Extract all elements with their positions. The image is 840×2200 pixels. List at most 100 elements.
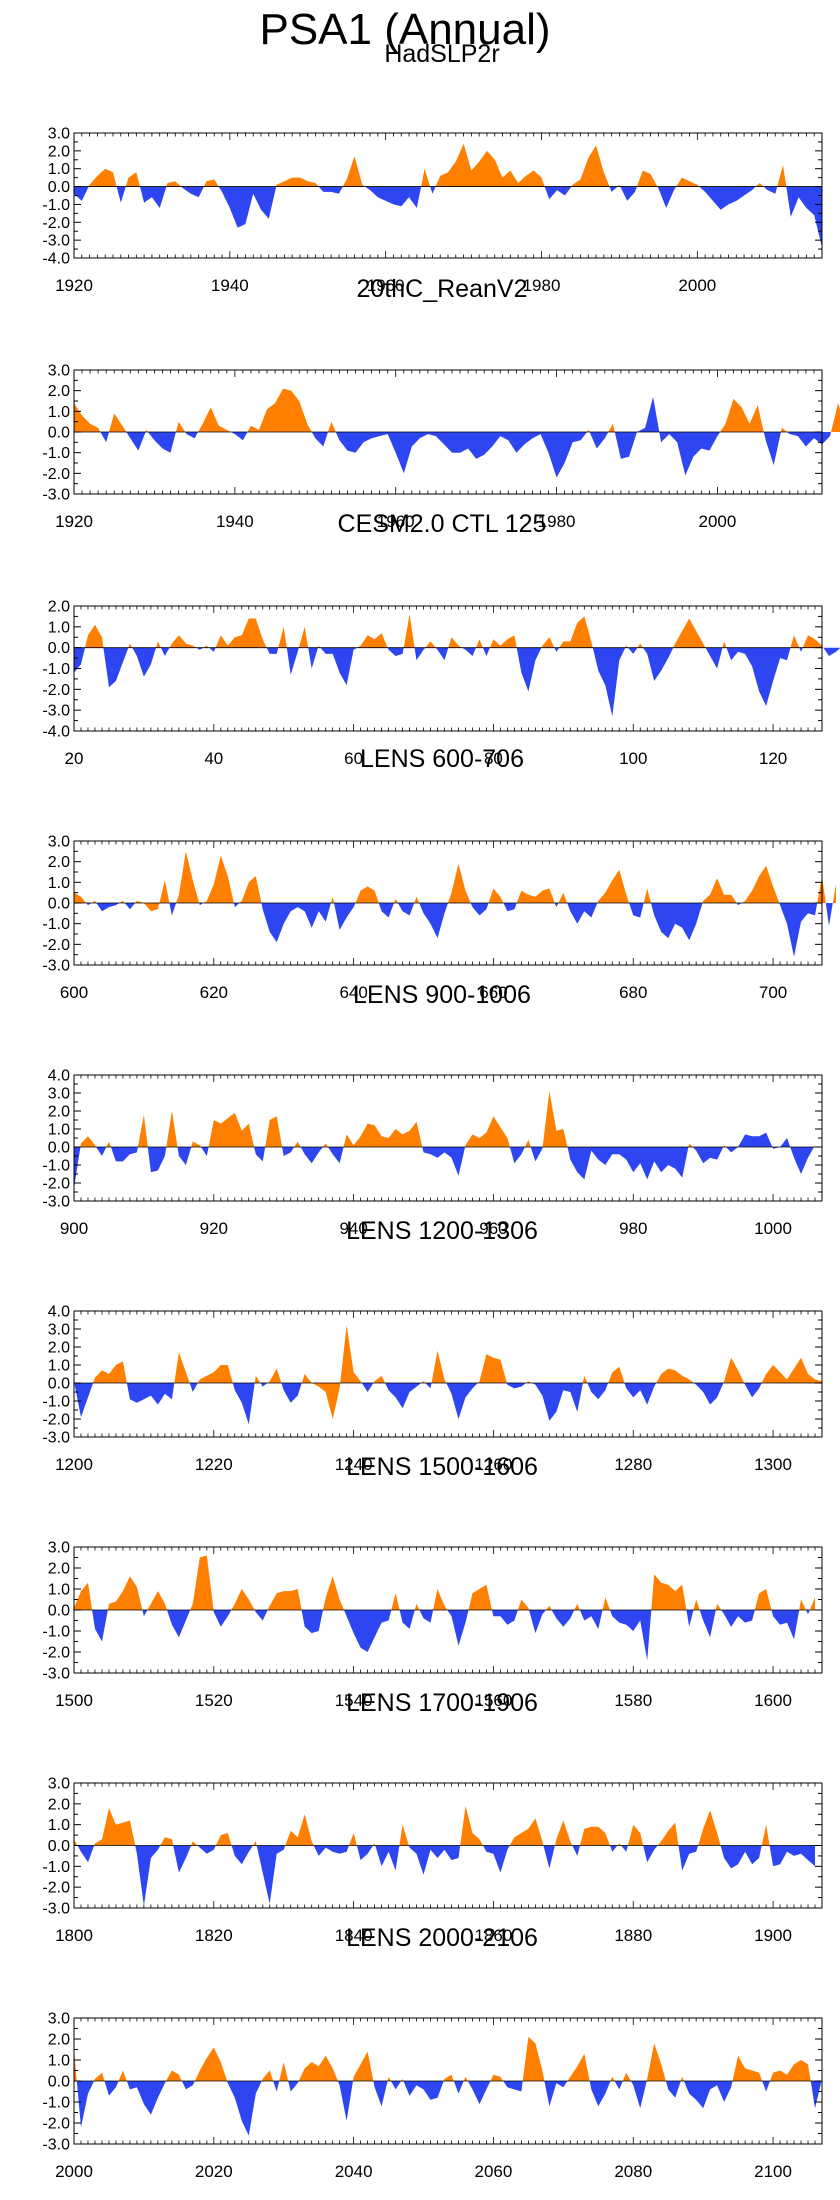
- positive-anomaly-area: [460, 1805, 483, 1846]
- x-tick-label: 1500: [55, 1691, 93, 1710]
- positive-anomaly-area: [617, 1843, 621, 1846]
- positive-anomaly-area: [128, 643, 133, 648]
- positive-anomaly-area: [340, 1325, 362, 1383]
- positive-anomaly-area: [253, 1841, 257, 1846]
- negative-anomaly-area: [629, 903, 644, 918]
- positive-anomaly-area: [401, 2078, 404, 2081]
- positive-anomaly-area: [125, 172, 140, 187]
- y-tick-label: -1.0: [42, 1158, 70, 1175]
- positive-anomaly-area: [608, 1366, 625, 1383]
- y-tick-label: 2.0: [48, 1561, 70, 1578]
- positive-anomaly-area: [330, 896, 334, 903]
- y-tick-label: -3.0: [42, 233, 70, 250]
- positive-anomaly-area: [88, 168, 117, 187]
- positive-anomaly-area: [617, 184, 621, 187]
- positive-anomaly-area: [174, 1352, 190, 1383]
- positive-anomaly-area: [328, 421, 336, 432]
- x-tick-label: 1920: [55, 276, 93, 295]
- positive-anomaly-area: [176, 851, 200, 903]
- positive-anomaly-area: [80, 1136, 97, 1147]
- negative-anomaly-area: [531, 1383, 583, 1421]
- x-tick-label: 1800: [55, 1926, 93, 1945]
- positive-anomaly-area: [169, 635, 197, 648]
- positive-anomaly-area: [166, 1111, 178, 1147]
- positive-anomaly-area: [355, 886, 379, 903]
- positive-anomaly-area: [680, 2076, 684, 2081]
- positive-anomaly-area: [145, 429, 148, 432]
- positive-anomaly-area: [790, 635, 800, 648]
- negative-anomaly-area: [181, 186, 204, 198]
- negative-anomaly-area: [103, 647, 129, 688]
- negative-anomaly-area: [769, 1845, 815, 1867]
- chart-panel-2: 20thC_ReanV2 -3.0 -2.0 -1.0 0.0 1.0 2.0 3.0 1920…: [42, 275, 840, 531]
- positive-anomaly-area: [322, 1143, 328, 1147]
- negative-anomaly-area: [261, 903, 331, 943]
- positive-anomaly-area: [203, 855, 234, 903]
- y-tick-label: 3.0: [48, 363, 70, 380]
- x-tick-label: 1300: [754, 1455, 792, 1474]
- negative-anomaly-area: [726, 647, 791, 706]
- y-tick-label: 2.0: [48, 2032, 70, 2049]
- y-tick-label: -1.0: [42, 2095, 70, 2112]
- y-tick-label: -3.0: [42, 1666, 70, 1683]
- negative-anomaly-area: [160, 647, 170, 656]
- chart-panel-4: LENS 600-706 -3.0 -2.0 -1.0 0.0 1.0 2.0 3.0 600 6…: [42, 745, 836, 1002]
- positive-anomaly-area: [693, 1599, 700, 1610]
- y-tick-label: -3.0: [42, 1430, 70, 1447]
- positive-anomaly-area: [93, 1361, 127, 1383]
- positive-anomaly-area: [643, 888, 651, 903]
- positive-anomaly-area: [285, 1814, 314, 1846]
- negative-anomaly-area: [209, 647, 216, 652]
- negative-anomaly-area: [373, 2081, 388, 2107]
- chart-title: 20thC_ReanV2: [357, 275, 528, 303]
- negative-anomaly-area: [543, 1845, 555, 1869]
- positive-anomaly-area: [646, 2043, 666, 2081]
- negative-anomaly-area: [167, 1610, 191, 1638]
- y-tick-label: 3.0: [48, 834, 70, 851]
- y-tick-label: -2.0: [42, 1176, 70, 1193]
- positive-anomaly-area: [203, 179, 219, 187]
- positive-anomaly-area: [558, 892, 568, 903]
- positive-anomaly-area: [137, 1114, 148, 1147]
- positive-anomaly-area: [197, 1365, 233, 1383]
- negative-anomaly-area: [572, 1845, 580, 1856]
- positive-anomaly-area: [688, 1143, 693, 1147]
- positive-anomaly-area: [74, 1839, 78, 1846]
- negative-anomaly-area: [620, 186, 637, 201]
- positive-anomaly-area: [323, 1576, 344, 1610]
- positive-anomaly-area: [421, 168, 431, 187]
- negative-anomaly-area: [621, 1845, 628, 1852]
- x-tick-label: 1960: [377, 512, 415, 531]
- positive-anomaly-area: [755, 183, 764, 187]
- negative-anomaly-area: [74, 647, 85, 673]
- chart-title: LENS 2000-2106: [346, 1924, 538, 1952]
- positive-anomaly-area: [831, 403, 840, 432]
- positive-anomaly-area: [261, 2070, 274, 2081]
- positive-anomaly-area: [267, 1589, 302, 1610]
- y-tick-label: -2.0: [42, 1880, 70, 1897]
- positive-anomaly-area: [468, 1584, 492, 1610]
- positive-anomaly-area: [761, 1357, 822, 1383]
- positive-anomaly-area: [267, 1368, 282, 1383]
- positive-anomaly-area: [119, 900, 125, 903]
- positive-anomaly-area: [357, 633, 388, 648]
- negative-anomaly-area: [529, 1610, 546, 1634]
- x-tick-label: 660: [479, 983, 507, 1002]
- y-tick-label: -1.0: [42, 1624, 70, 1641]
- positive-anomaly-area: [567, 2053, 590, 2081]
- negative-anomaly-area: [683, 2081, 733, 2109]
- chart-title: HadSLP2r: [384, 40, 499, 68]
- positive-anomaly-area: [343, 1121, 423, 1147]
- negative-anomaly-area: [762, 2081, 770, 2092]
- y-tick-label: 3.0: [48, 1322, 70, 1339]
- x-tick-label: 1200: [55, 1455, 93, 1474]
- negative-anomaly-area: [76, 2081, 94, 2128]
- negative-anomaly-area: [337, 2081, 353, 2121]
- positive-anomaly-area: [156, 641, 161, 648]
- x-tick-label: 680: [619, 983, 647, 1002]
- chart-panel-8: LENS 1700-1906 -3.0 -2.0 -1.0 0.0 1.0 2.0 3.0 18…: [42, 1689, 823, 1945]
- plot-frame: [73, 605, 823, 732]
- positive-anomaly-area: [278, 626, 287, 648]
- negative-anomaly-area: [256, 1845, 286, 1904]
- negative-anomaly-area: [435, 647, 449, 661]
